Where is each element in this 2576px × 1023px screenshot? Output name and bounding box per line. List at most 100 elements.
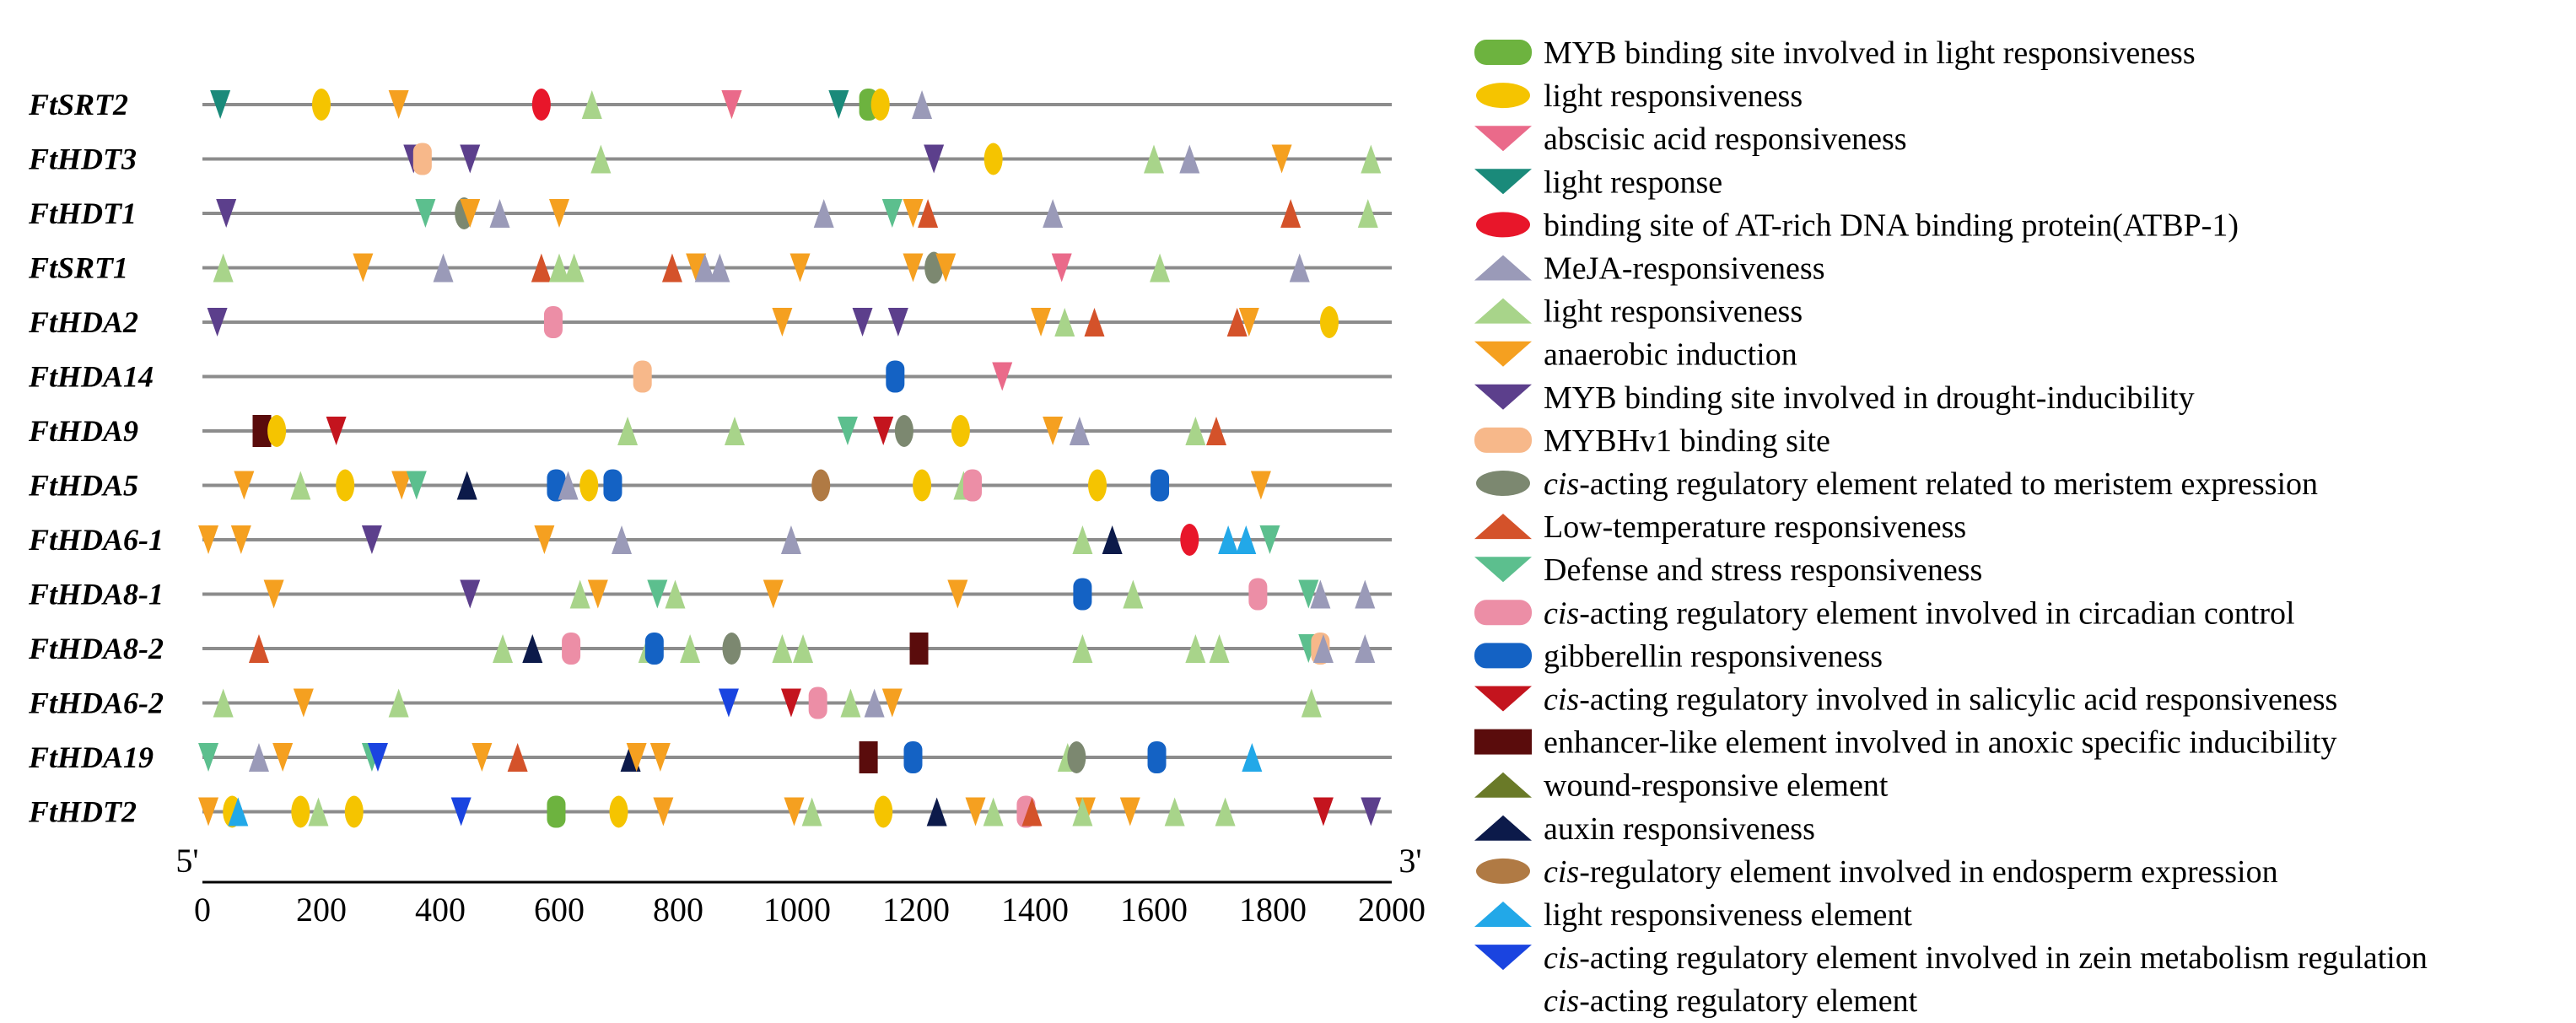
- element-meja: [709, 253, 730, 283]
- legend-label: abscisic acid responsiveness: [1544, 121, 1907, 157]
- element-low_temp: [1280, 199, 1301, 228]
- legend-label: anaerobic induction: [1544, 337, 1797, 373]
- x-tick-label: 200: [296, 891, 347, 929]
- legend-item-circadian: cis-acting regulatory element involved i…: [1474, 595, 2295, 631]
- element-aba: [1051, 253, 1072, 283]
- element-light_tri: [213, 253, 234, 283]
- element-light_tri: [1123, 579, 1144, 609]
- element-salicylic: [780, 688, 801, 718]
- legend-item-myb_drought: MYB binding site involved in drought-ind…: [1474, 380, 2195, 416]
- element-low_temp: [1226, 308, 1248, 337]
- element-light_tri: [213, 688, 234, 718]
- gene-row-fthdt2: FtHDT2: [28, 795, 1392, 829]
- element-auxin: [1102, 525, 1123, 554]
- element-gibberellin: [1073, 578, 1092, 611]
- legend-swatch: [1474, 945, 1532, 971]
- element-light_ellipse: [870, 89, 890, 121]
- element-meja: [1289, 253, 1310, 283]
- x-tick-label: 2000: [1358, 891, 1425, 929]
- x-tick-label: 1000: [763, 891, 831, 929]
- legend-label: Low-temperature responsiveness: [1544, 509, 1966, 545]
- legend-label: light responsiveness: [1544, 294, 1803, 330]
- element-defense: [406, 471, 427, 500]
- element-light_tri: [1301, 688, 1322, 718]
- legend-item-light_tri: light responsiveness: [1474, 294, 1803, 330]
- element-anaerobic: [472, 743, 493, 772]
- element-defense: [881, 199, 903, 228]
- x-tick-label: 1200: [882, 891, 950, 929]
- legend-item-light_response: light response: [1474, 164, 1722, 200]
- element-myb_drought: [460, 579, 481, 609]
- element-anaerobic: [649, 743, 671, 772]
- element-light_ellipse: [336, 469, 355, 502]
- gene-label: FtHDT1: [28, 197, 137, 230]
- legend-item-zein: cis-acting regulatory element involved i…: [1474, 940, 2428, 976]
- element-anaerobic: [653, 797, 674, 826]
- legend-label: light response: [1544, 164, 1722, 200]
- element-anaerobic: [263, 579, 284, 609]
- element-anaerobic: [234, 471, 255, 500]
- legend-swatch: [1474, 40, 1532, 65]
- element-meja: [694, 253, 715, 283]
- element-light_tri: [581, 90, 602, 119]
- element-atbp1: [1180, 524, 1199, 556]
- gene-row-fthdt1: FtHDT1: [28, 197, 1392, 230]
- legend-label: light responsiveness element: [1544, 897, 1912, 933]
- element-light_tri: [590, 144, 612, 174]
- legend-swatch: [1474, 600, 1532, 626]
- element-light_ellipse: [913, 469, 932, 502]
- element-circadian: [808, 686, 827, 719]
- element-low_temp: [507, 743, 528, 772]
- element-anaerobic: [272, 743, 294, 772]
- x-axis: 5' 3' 0 200 400 600 800 1000 1200 1400 1600 1800 2…: [175, 842, 1425, 929]
- x-axis-ticks: 0 200 400 600 800 1000 1200 1400 1600 1800 2000: [194, 891, 1425, 929]
- element-anaerobic: [772, 308, 793, 337]
- legend-label: MeJA-responsiveness: [1544, 251, 1825, 287]
- element-meristem: [722, 633, 741, 665]
- element-light_tri: [1209, 634, 1230, 663]
- element-light_tri: [493, 634, 514, 663]
- element-meja: [489, 199, 510, 228]
- legend-swatch: [1474, 169, 1532, 195]
- element-meja: [912, 90, 933, 119]
- x-tick-label: 0: [194, 891, 211, 929]
- element-meja: [1355, 579, 1376, 609]
- element-meristem: [1067, 741, 1086, 773]
- element-anaerobic: [965, 797, 986, 826]
- element-anaerobic: [534, 525, 555, 554]
- legend-swatch: [1474, 384, 1532, 410]
- element-myb_drought: [361, 525, 382, 554]
- legend-swatch: [1474, 557, 1532, 583]
- element-atbp1: [531, 89, 551, 121]
- element-light_tri: [1164, 797, 1185, 826]
- legend-item-gibberellin: gibberellin responsiveness: [1474, 638, 1883, 674]
- element-light_tri: [1357, 199, 1378, 228]
- gene-row-fthda8-2: FtHDA8-2: [28, 632, 1392, 665]
- element-anaerobic: [903, 253, 924, 283]
- legend-label: cis-acting regulatory element: [1544, 983, 1918, 1019]
- legend-item-wound: wound-responsive element: [1474, 768, 1889, 804]
- gene-label: FtHDA8-2: [28, 632, 164, 665]
- x-tick-label: 1400: [1001, 891, 1069, 929]
- gene-label: FtHDT3: [28, 143, 137, 176]
- x-tick-label: 800: [653, 891, 703, 929]
- element-salicylic: [1312, 797, 1334, 826]
- legend-item-myb_light: MYB binding site involved in light respo…: [1474, 35, 2196, 71]
- element-light_tri: [617, 417, 639, 445]
- legend-swatch: [1474, 427, 1532, 453]
- gene-row-fthda2: FtHDA2: [28, 305, 1392, 339]
- element-myb_light: [547, 795, 566, 828]
- legend-swatch: [1474, 902, 1532, 927]
- element-anoxic: [252, 415, 272, 447]
- gene-rows: FtSRT2 FtHDT3 FtHDT1 FtSRT1 FtHDA2 FtHDA14 FtH…: [28, 88, 1392, 829]
- element-light_tri: [801, 797, 822, 826]
- element-low_temp: [1021, 797, 1043, 826]
- gene-row-fthda6-1: FtHDA6-1: [28, 523, 1392, 557]
- element-light_element: [228, 797, 249, 826]
- element-meja: [1179, 144, 1200, 174]
- gene-row-fthda14: FtHDA14: [28, 360, 1392, 394]
- legend-swatch: [1474, 815, 1532, 841]
- element-myb_drought: [887, 308, 908, 337]
- element-light_element: [1218, 525, 1239, 554]
- legend-swatch: [1476, 471, 1530, 496]
